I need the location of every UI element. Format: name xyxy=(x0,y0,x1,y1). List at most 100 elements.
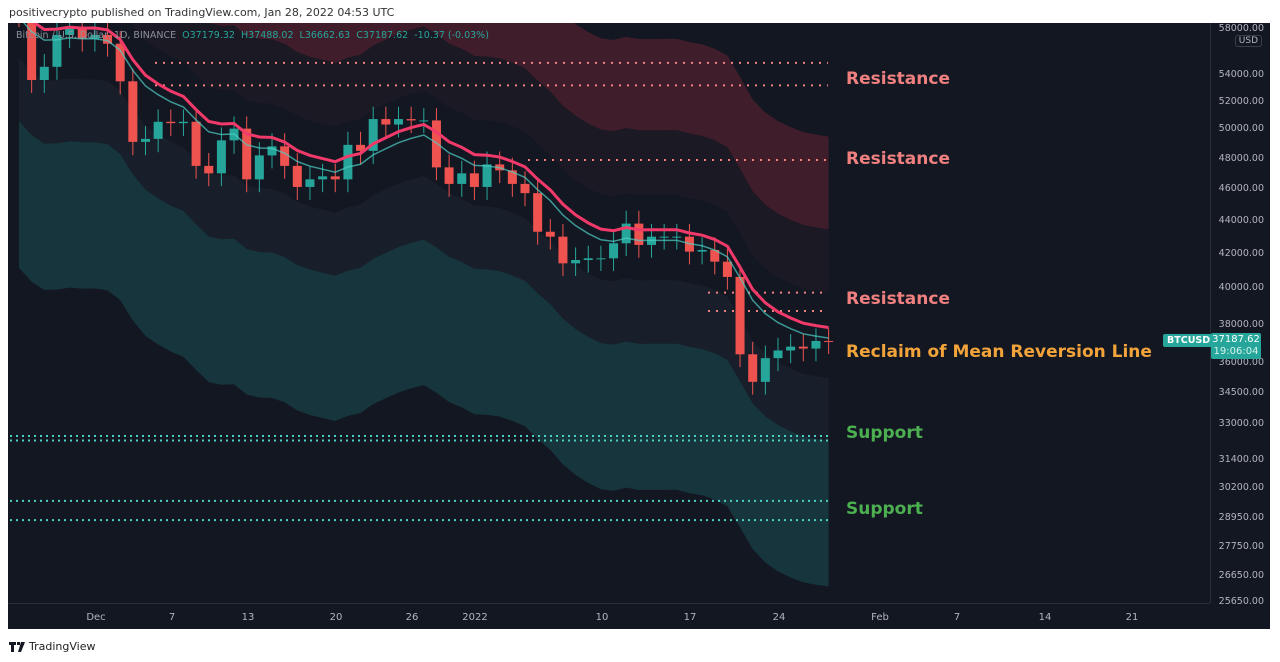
time-tick: Dec xyxy=(86,612,106,623)
upper-band xyxy=(208,23,829,230)
time-tick: Feb xyxy=(871,612,889,623)
candle-body xyxy=(381,119,391,125)
currency-label[interactable]: USD xyxy=(1234,35,1262,47)
time-tick: 2022 xyxy=(462,612,488,623)
candle-body xyxy=(128,81,138,142)
upper-inner-band xyxy=(131,23,829,293)
tradingview-logo[interactable]: TradingView xyxy=(9,640,95,653)
price-tick: 36000.00 xyxy=(1218,357,1264,368)
price-tick: 44000.00 xyxy=(1218,215,1264,226)
candle-body xyxy=(634,223,644,245)
price-tick: 48000.00 xyxy=(1218,153,1264,164)
price-tick: 42000.00 xyxy=(1218,248,1264,259)
candle-body xyxy=(659,236,669,238)
candle-body xyxy=(811,340,821,349)
candle-body xyxy=(798,346,808,349)
price-axis[interactable]: 58000.00 USD 54000.00 52000.00 50000.00 480… xyxy=(1210,23,1270,607)
price-tick: 38000.00 xyxy=(1218,319,1264,330)
candle-body xyxy=(166,121,176,124)
candle-body xyxy=(457,173,467,184)
brand-name: TradingView xyxy=(29,640,96,653)
candle-body xyxy=(583,258,593,260)
chart-pane[interactable]: Bitcoin / U.S. Dollar, 1D, BINANCE O3717… xyxy=(8,23,1270,629)
annotation-resistance-3: Resistance xyxy=(846,289,950,309)
price-tick: 28950.00 xyxy=(1218,512,1264,523)
candle-body xyxy=(545,231,555,237)
candle-body xyxy=(394,119,403,125)
open-value: O37179.32 xyxy=(182,30,235,41)
candle-body xyxy=(406,119,416,121)
candle-body xyxy=(760,358,770,382)
time-axis[interactable]: Dec 7 13 20 26 2022 10 17 24 Feb 7 14 21 xyxy=(8,603,1210,629)
candle-body xyxy=(52,34,62,67)
candle-body xyxy=(469,173,479,187)
candle-body xyxy=(672,236,682,238)
price-tick: 34500.00 xyxy=(1218,387,1264,398)
time-tick: 26 xyxy=(405,612,419,623)
price-tick: 50000.00 xyxy=(1218,123,1264,134)
candle-body xyxy=(90,34,100,39)
publish-info: positivecrypto published on TradingView.… xyxy=(9,6,395,19)
time-tick: 7 xyxy=(953,612,961,623)
tradingview-logo-icon xyxy=(9,641,25,652)
candle-body xyxy=(824,340,834,342)
lower-inner-band xyxy=(19,58,829,441)
price-tick-top: 58000.00 xyxy=(1218,23,1264,34)
candle-body xyxy=(735,276,745,355)
candle-body xyxy=(482,164,492,187)
time-tick: 17 xyxy=(683,612,697,623)
candle-body xyxy=(444,167,454,184)
candle-body xyxy=(318,176,328,180)
candle-body xyxy=(153,121,163,139)
time-tick: 14 xyxy=(1038,612,1052,623)
annotation-resistance-2: Resistance xyxy=(846,149,950,169)
candle-body xyxy=(419,120,429,122)
candle-body xyxy=(356,144,366,151)
candle-body xyxy=(292,165,302,187)
time-tick: 20 xyxy=(329,612,343,623)
candle-body xyxy=(103,34,113,44)
candle-body xyxy=(748,354,758,382)
candle-body xyxy=(596,258,606,260)
symbol-name[interactable]: Bitcoin / U.S. Dollar, 1D, BINANCE xyxy=(16,30,177,41)
low-value: L36662.63 xyxy=(299,30,351,41)
mean-reversion-line-lower xyxy=(23,23,829,339)
last-price: 37187.62 xyxy=(1212,334,1260,345)
candle-body xyxy=(216,140,226,174)
bar-countdown: 19:06:04 xyxy=(1213,346,1259,357)
candle-body xyxy=(27,23,37,80)
candle-body xyxy=(242,128,252,180)
candle-body xyxy=(722,261,732,277)
candle-body xyxy=(507,170,517,184)
time-tick: 7 xyxy=(168,612,176,623)
lower-band xyxy=(19,121,829,587)
candle-body xyxy=(178,121,188,124)
candle-body xyxy=(141,138,150,142)
time-tick: 24 xyxy=(772,612,786,623)
candle-body xyxy=(343,144,353,180)
annotation-support-1: Support xyxy=(846,423,923,443)
candle-body xyxy=(571,259,581,264)
candle-body xyxy=(254,155,264,180)
time-tick: 21 xyxy=(1125,612,1139,623)
candle-body xyxy=(710,249,720,262)
candle-body xyxy=(621,223,631,244)
candle-body xyxy=(115,43,125,82)
candle-body xyxy=(77,27,87,39)
candle-body xyxy=(533,193,543,232)
high-value: H37488.02 xyxy=(241,30,294,41)
candle-body xyxy=(280,146,290,166)
candle-body xyxy=(39,66,49,80)
price-tick: 54000.00 xyxy=(1218,69,1264,80)
candle-body xyxy=(191,121,201,166)
price-tick: 30200.00 xyxy=(1218,482,1264,493)
price-tick: 33000.00 xyxy=(1218,418,1264,429)
close-value: C37187.62 xyxy=(356,30,409,41)
price-tick: 40000.00 xyxy=(1218,282,1264,293)
candle-body xyxy=(204,165,214,174)
candle-body xyxy=(305,179,315,187)
mean-reversion-line-upper xyxy=(32,23,829,330)
price-chart[interactable] xyxy=(8,23,1210,603)
candle-body xyxy=(697,249,707,252)
candle-body xyxy=(330,176,340,180)
